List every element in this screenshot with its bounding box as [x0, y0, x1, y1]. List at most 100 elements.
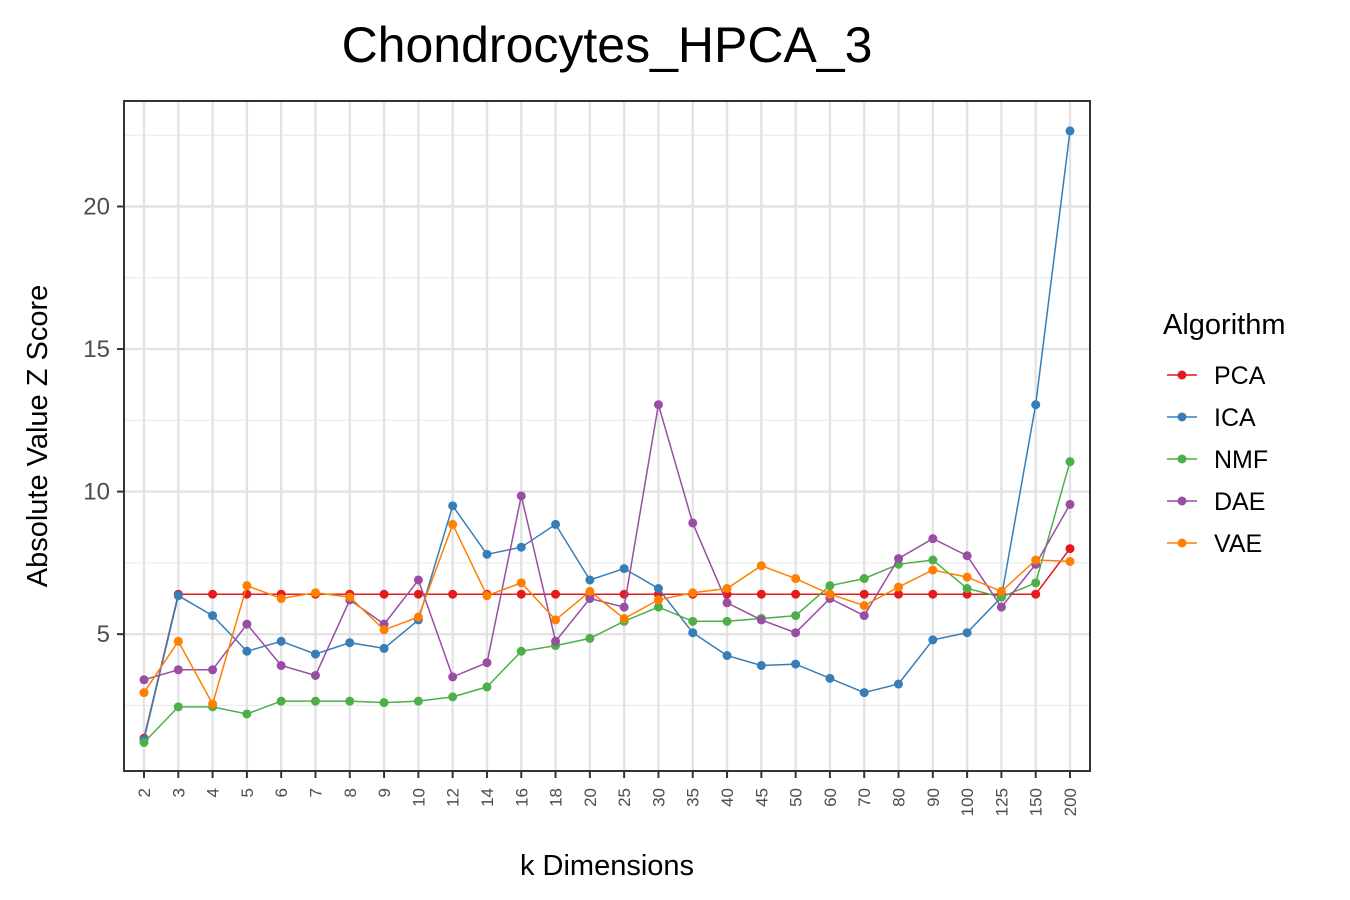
data-point-vae [1031, 555, 1041, 565]
series-line-dae [143, 404, 1071, 681]
data-point-vae [756, 561, 766, 571]
legend-label-nmf: NMF [1214, 446, 1268, 474]
data-point-nmf [345, 696, 355, 706]
data-point-dae [310, 670, 320, 680]
x-tick-label: 45 [752, 788, 771, 807]
x-tick-label: 50 [787, 788, 806, 807]
data-point-nmf [379, 698, 389, 708]
legend: Algorithm PCA ICA NMF DAE VAE [1163, 309, 1286, 558]
data-point-vae [173, 636, 183, 646]
x-tick-label: 40 [718, 788, 737, 807]
data-point-dae [756, 615, 766, 625]
data-point-nmf [1031, 578, 1041, 588]
data-point-dae [242, 619, 252, 629]
data-point-nmf [310, 696, 320, 706]
data-point-ica [791, 659, 801, 669]
data-point-dae [996, 602, 1006, 612]
data-point-ica [276, 636, 286, 646]
y-tick-label: 15 [83, 336, 110, 363]
data-point-ica [379, 643, 389, 653]
data-point-nmf [413, 696, 423, 706]
data-point-ica [859, 688, 869, 698]
data-point-pca [551, 589, 561, 599]
data-point-ica [173, 591, 183, 601]
data-point-nmf [928, 555, 938, 565]
legend-point-vae [1177, 538, 1187, 548]
data-point-vae [516, 578, 526, 588]
data-point-nmf [139, 737, 149, 747]
data-point-ica [1031, 400, 1041, 410]
x-axis-title: k Dimensions [520, 850, 694, 882]
data-point-nmf [482, 682, 492, 692]
data-point-dae [688, 518, 698, 528]
x-tick-label: 18 [547, 788, 566, 807]
series-line-ica [143, 130, 1071, 740]
series-line-pca [143, 548, 1071, 739]
data-point-vae [585, 586, 595, 596]
data-point-ica [310, 649, 320, 659]
y-tick-label: 5 [97, 621, 110, 648]
data-point-ica [894, 679, 904, 689]
data-point-vae [208, 699, 218, 709]
data-point-nmf [653, 602, 663, 612]
legend-point-ica [1177, 412, 1187, 422]
x-tick-label: 200 [1061, 788, 1080, 816]
data-point-pca [894, 589, 904, 599]
data-point-nmf [1065, 457, 1075, 467]
data-point-dae [585, 594, 595, 604]
data-point-ica [619, 564, 629, 574]
data-point-vae [139, 688, 149, 698]
x-tick-label: 90 [924, 788, 943, 807]
data-point-ica [653, 584, 663, 594]
x-tick-label: 10 [409, 788, 428, 807]
data-point-dae [139, 675, 149, 685]
data-point-dae [1065, 499, 1075, 509]
data-point-ica [345, 638, 355, 648]
data-point-ica [551, 519, 561, 529]
data-point-vae [413, 612, 423, 622]
x-tick-label: 9 [375, 788, 394, 797]
x-tick-label: 100 [958, 788, 977, 816]
x-tick-label: 6 [272, 788, 291, 797]
legend-point-pca [1177, 370, 1187, 380]
data-point-vae [653, 595, 663, 605]
data-point-dae [722, 598, 732, 608]
legend-title: Algorithm [1163, 309, 1286, 341]
data-point-vae [688, 588, 698, 598]
x-tick-label: 70 [855, 788, 874, 807]
data-point-nmf [722, 616, 732, 626]
data-point-pca [379, 589, 389, 599]
data-point-vae [825, 589, 835, 599]
x-tick-label: 80 [890, 788, 909, 807]
data-point-dae [619, 602, 629, 612]
data-point-pca [756, 589, 766, 599]
data-point-pca [928, 589, 938, 599]
data-point-pca [1065, 544, 1075, 554]
data-point-vae [928, 565, 938, 575]
x-tick-label: 14 [478, 788, 497, 807]
x-tick-label: 60 [821, 788, 840, 807]
data-point-dae [653, 400, 663, 410]
data-point-vae [379, 625, 389, 635]
data-point-nmf [825, 581, 835, 591]
legend-label-ica: ICA [1214, 404, 1256, 432]
legend-label-dae: DAE [1214, 488, 1265, 516]
data-point-vae [1065, 556, 1075, 566]
x-tick-label: 25 [615, 788, 634, 807]
data-point-dae [551, 636, 561, 646]
data-point-pca [1031, 589, 1041, 599]
data-point-dae [276, 661, 286, 671]
data-point-vae [791, 574, 801, 584]
plot-series [139, 126, 1075, 747]
legend-point-nmf [1177, 454, 1187, 464]
x-tick-label: 4 [204, 788, 223, 797]
data-point-ica [928, 635, 938, 645]
data-point-dae [516, 491, 526, 501]
data-point-vae [962, 572, 972, 582]
data-point-dae [173, 665, 183, 675]
data-point-dae [413, 575, 423, 585]
x-tick-label: 20 [581, 788, 600, 807]
data-point-nmf [791, 611, 801, 621]
series-line-vae [143, 522, 1071, 706]
